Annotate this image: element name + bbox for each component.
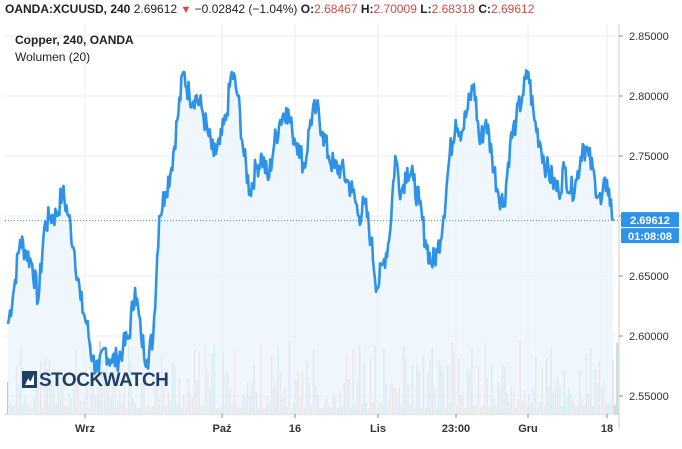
close-value: 2.69612 [490, 2, 535, 16]
x-tick-label: 16 [289, 423, 301, 435]
series-title: Copper, 240, OANDA [15, 33, 134, 47]
down-arrow-icon: ▼ [180, 4, 192, 16]
y-tick-label: 2.65000 [629, 271, 669, 283]
x-tick-label: Paź [213, 423, 232, 435]
symbol-label: OANDA:XCUUSD, 240 [5, 2, 131, 16]
close-label: C: [478, 2, 491, 16]
countdown-badge-text: 01:08:08 [628, 231, 672, 243]
low-value: 2.68318 [431, 2, 475, 16]
stockwatch-logo-text: STOCKWATCH [39, 370, 169, 391]
price-change: −0.02842 (−1.04%) [194, 2, 298, 16]
y-tick-label: 2.80000 [629, 91, 669, 103]
volume-legend: Wolumen (20) [15, 50, 91, 64]
high-label: H: [360, 2, 374, 16]
x-tick-label: 23:00 [442, 423, 470, 435]
volume-bar [614, 404, 616, 414]
open-value: 2.68467 [314, 2, 358, 16]
low-label: L: [420, 2, 432, 16]
x-tick-label: Lis [370, 423, 386, 435]
x-tick-label: Wrz [75, 423, 95, 435]
last-price-badge-text: 2.69612 [630, 215, 670, 227]
chart-legend: Copper, 240, OANDA Wolumen (20) [15, 32, 134, 66]
x-tick-label: Gru [518, 423, 538, 435]
y-tick-label: 2.85000 [629, 31, 669, 43]
x-tick-label: 18 [601, 423, 613, 435]
y-tick-label: 2.55000 [629, 391, 669, 403]
price-line [6, 69, 615, 375]
stockwatch-logo-icon [22, 371, 37, 388]
volume-bar [7, 381, 9, 414]
last-price: 2.69612 [133, 2, 178, 16]
last-price-badge [621, 212, 679, 228]
y-tick-label: 2.60000 [629, 331, 669, 343]
y-tick-label: 2.75000 [629, 151, 669, 163]
open-label: O: [300, 2, 315, 16]
price-area [8, 70, 613, 415]
high-value: 2.70009 [373, 2, 417, 16]
stockwatch-logo: STOCKWATCH [22, 370, 169, 392]
volume-bar [616, 342, 618, 414]
countdown-badge [621, 228, 679, 244]
symbol-header: OANDA:XCUUSD, 240 2.69612 ▼ −0.02842 (−1… [5, 2, 534, 20]
